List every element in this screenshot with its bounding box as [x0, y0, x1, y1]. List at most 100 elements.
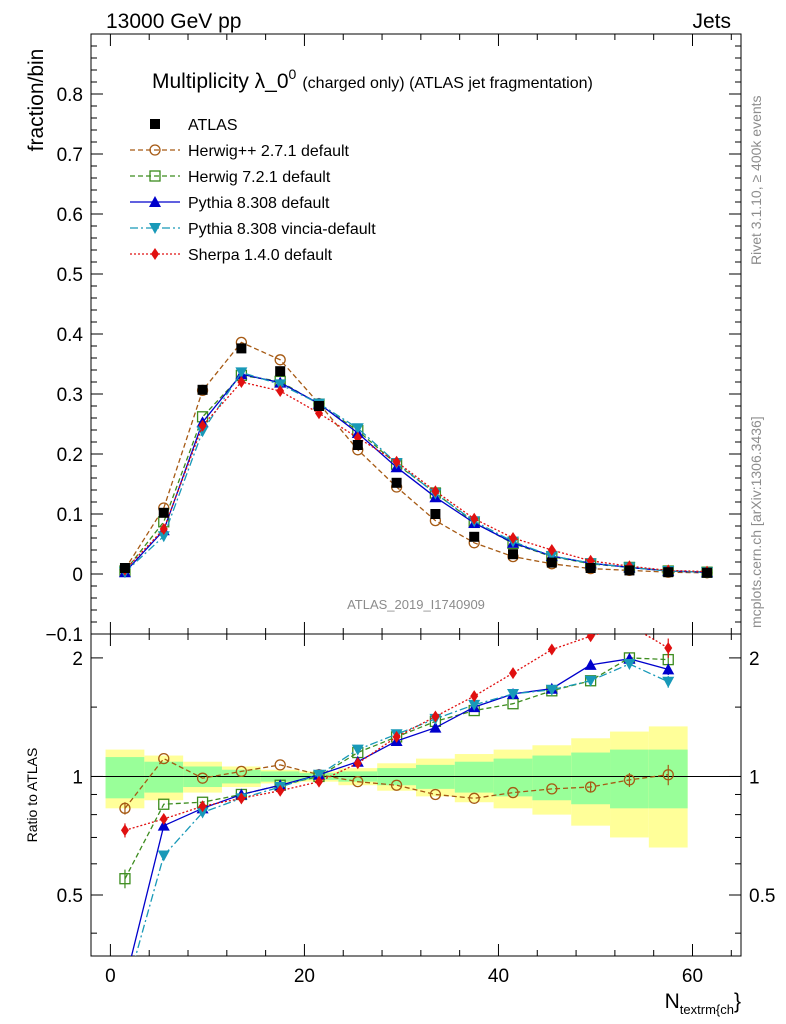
- ratio-y-axis-label: Ratio to ATLAS: [24, 748, 40, 843]
- ratio-point-sherpa-1-4-0-default: [470, 690, 479, 703]
- legend-label: Herwig++ 2.7.1 default: [188, 143, 350, 160]
- tick-labels: 0 20 40 60 −0.1 0 0.1 0.2 0.3 0.4 0.5 0.6 0.7 0.8 0.5 0…: [45, 85, 775, 987]
- ratio-point-herwig-2-7-1-default: [507, 786, 519, 799]
- ratio-tick-label-left: 1: [72, 767, 83, 788]
- data-point-atlas: [624, 565, 635, 576]
- ratio-point-sherpa-1-4-0-default: [237, 792, 246, 805]
- data-point-atlas: [585, 563, 596, 573]
- y-tick-label: −0.1: [45, 625, 83, 646]
- data-point-sherpa-1-4-0-default: [392, 455, 401, 468]
- ratio-point-pythia-8-308-vincia-default: [507, 688, 520, 700]
- y-tick-label: 0.8: [57, 85, 83, 106]
- x-tick-label: 60: [682, 966, 703, 987]
- ratio-point-pythia-8-308-default: [662, 663, 675, 675]
- ratio-point-herwig-2-7-1-default: [468, 792, 480, 804]
- ratio-point-pythia-8-308-default: [119, 976, 131, 987]
- ratio-point-pythia-8-308-vincia-default: [584, 675, 597, 687]
- ratio-point-pythia-8-308-vincia-default: [623, 658, 636, 670]
- ratio-point-pythia-8-308-vincia-default: [545, 684, 558, 696]
- data-point-pythia-8-308-vincia-default: [545, 551, 558, 562]
- ratio-point-pythia-8-308-default: [429, 721, 442, 733]
- ratio-point-sherpa-1-4-0-default: [625, 619, 633, 631]
- ratio-point-herwig-7-2-1-default: [158, 798, 170, 810]
- ratio-point-sherpa-1-4-0-default: [159, 812, 168, 825]
- ratio-point-herwig-2-7-1-default: [196, 772, 209, 784]
- data-point-atlas: [702, 567, 713, 578]
- ratio-point-pythia-8-308-vincia-default: [662, 676, 675, 688]
- ratio-tick-label-left: 2: [72, 649, 83, 670]
- x-tick-label: 0: [105, 966, 116, 987]
- axis-ticks: [91, 33, 741, 956]
- x-tick-label: 40: [488, 966, 509, 987]
- data-point-pythia-8-308-vincia-default: [157, 531, 170, 543]
- ratio-point-pythia-8-308-vincia-default: [312, 769, 325, 781]
- y-tick-label: 0.6: [57, 205, 83, 226]
- ratio-point-pythia-8-308-default: [584, 658, 597, 670]
- legend-label: Pythia 8.308 default: [188, 195, 330, 212]
- data-point-sherpa-1-4-0-default: [237, 376, 246, 388]
- legend-marker: [151, 248, 159, 260]
- ratio-plot-frame: [90, 633, 742, 957]
- y-tick-label: 0.3: [57, 385, 83, 406]
- data-point-atlas: [352, 440, 363, 450]
- y-tick-label: 0.4: [57, 325, 84, 346]
- legend: ATLAS Herwig++ 2.7.1 default Herwig 7.2.1 …: [130, 117, 376, 264]
- ratio-point-pythia-8-308-vincia-default: [157, 850, 170, 862]
- ratio-point-sherpa-1-4-0-default: [353, 757, 362, 770]
- ratio-point-herwig-7-2-1-default: [119, 873, 131, 885]
- rivet-version-label: Rivet 3.1.10, ≥ 400k events: [748, 95, 764, 265]
- data-point-atlas: [663, 567, 674, 578]
- ratio-point-herwig-2-7-1-default: [546, 783, 558, 795]
- ratio-point-herwig-2-7-1-default: [352, 776, 364, 788]
- ratio-point-pythia-8-308-vincia-default: [119, 989, 131, 1000]
- legend-label: Herwig 7.2.1 default: [188, 169, 331, 186]
- stat-uncertainty-band: [571, 752, 611, 805]
- series-line-herwig-2-7-1-default: [124, 341, 708, 574]
- legend-label: ATLAS: [188, 117, 238, 134]
- data-point-sherpa-1-4-0-default: [198, 419, 207, 432]
- ratio-tick-label-right: 2: [749, 649, 760, 670]
- ratio-tick-label-right: 1: [749, 767, 760, 788]
- header-right: Jets: [692, 10, 731, 33]
- data-point-sherpa-1-4-0-default: [470, 512, 479, 525]
- ratio-point-sherpa-1-4-0-default: [586, 634, 595, 643]
- data-point-herwig-2-7-1-default: [274, 354, 286, 366]
- ratio-line-pythia-8-308-vincia-default: [135, 663, 669, 956]
- data-point-atlas: [236, 343, 247, 354]
- series-line-sherpa-1-4-0-default: [124, 381, 708, 573]
- ratio-point-pythia-8-308-vincia-default: [196, 807, 209, 819]
- ratio-point-herwig-2-7-1-default: [429, 788, 442, 801]
- data-point-atlas: [546, 557, 557, 568]
- legend-marker: [150, 119, 160, 129]
- data-point-pythia-8-308-vincia-default: [274, 379, 287, 391]
- analysis-watermark: ATLAS_2019_I1740909: [347, 597, 485, 612]
- ratio-point-sherpa-1-4-0-default: [198, 800, 207, 813]
- y-axis-label: fraction/bin: [25, 49, 48, 152]
- y-tick-label: 0.2: [57, 445, 83, 466]
- ratio-series-group: [119, 619, 675, 1000]
- ratio-point-pythia-8-308-default: [157, 819, 170, 831]
- ratio-tick-label-left: 0.5: [57, 886, 83, 907]
- x-axis-label: Ntextrm{ch}: [665, 990, 741, 1017]
- ratio-point-sherpa-1-4-0-default: [547, 643, 556, 656]
- ratio-point-sherpa-1-4-0-default: [431, 710, 440, 723]
- y-tick-label: 0.7: [57, 145, 83, 166]
- ratio-point-sherpa-1-4-0-default: [276, 784, 285, 797]
- series-line-pythia-8-308-default: [124, 373, 708, 573]
- data-point-pythia-8-308-vincia-default: [235, 367, 248, 379]
- y-tick-label: 0.1: [57, 505, 83, 526]
- data-point-sherpa-1-4-0-default: [159, 523, 168, 535]
- stat-uncertainty-band: [105, 757, 145, 799]
- series-line-pythia-8-308-vincia-default: [124, 371, 708, 573]
- legend-marker: [149, 170, 161, 182]
- stat-uncertainty-band: [532, 755, 572, 801]
- ratio-point-herwig-2-7-1-default: [584, 781, 597, 793]
- ratio-point-sherpa-1-4-0-default: [664, 641, 673, 654]
- legend-marker: [149, 196, 161, 207]
- data-point-atlas: [469, 531, 480, 542]
- ratio-point-sherpa-1-4-0-default: [392, 730, 401, 743]
- data-point-sherpa-1-4-0-default: [431, 485, 440, 498]
- y-tick-label: 0: [72, 565, 83, 586]
- ratio-point-herwig-2-7-1-default: [274, 759, 286, 771]
